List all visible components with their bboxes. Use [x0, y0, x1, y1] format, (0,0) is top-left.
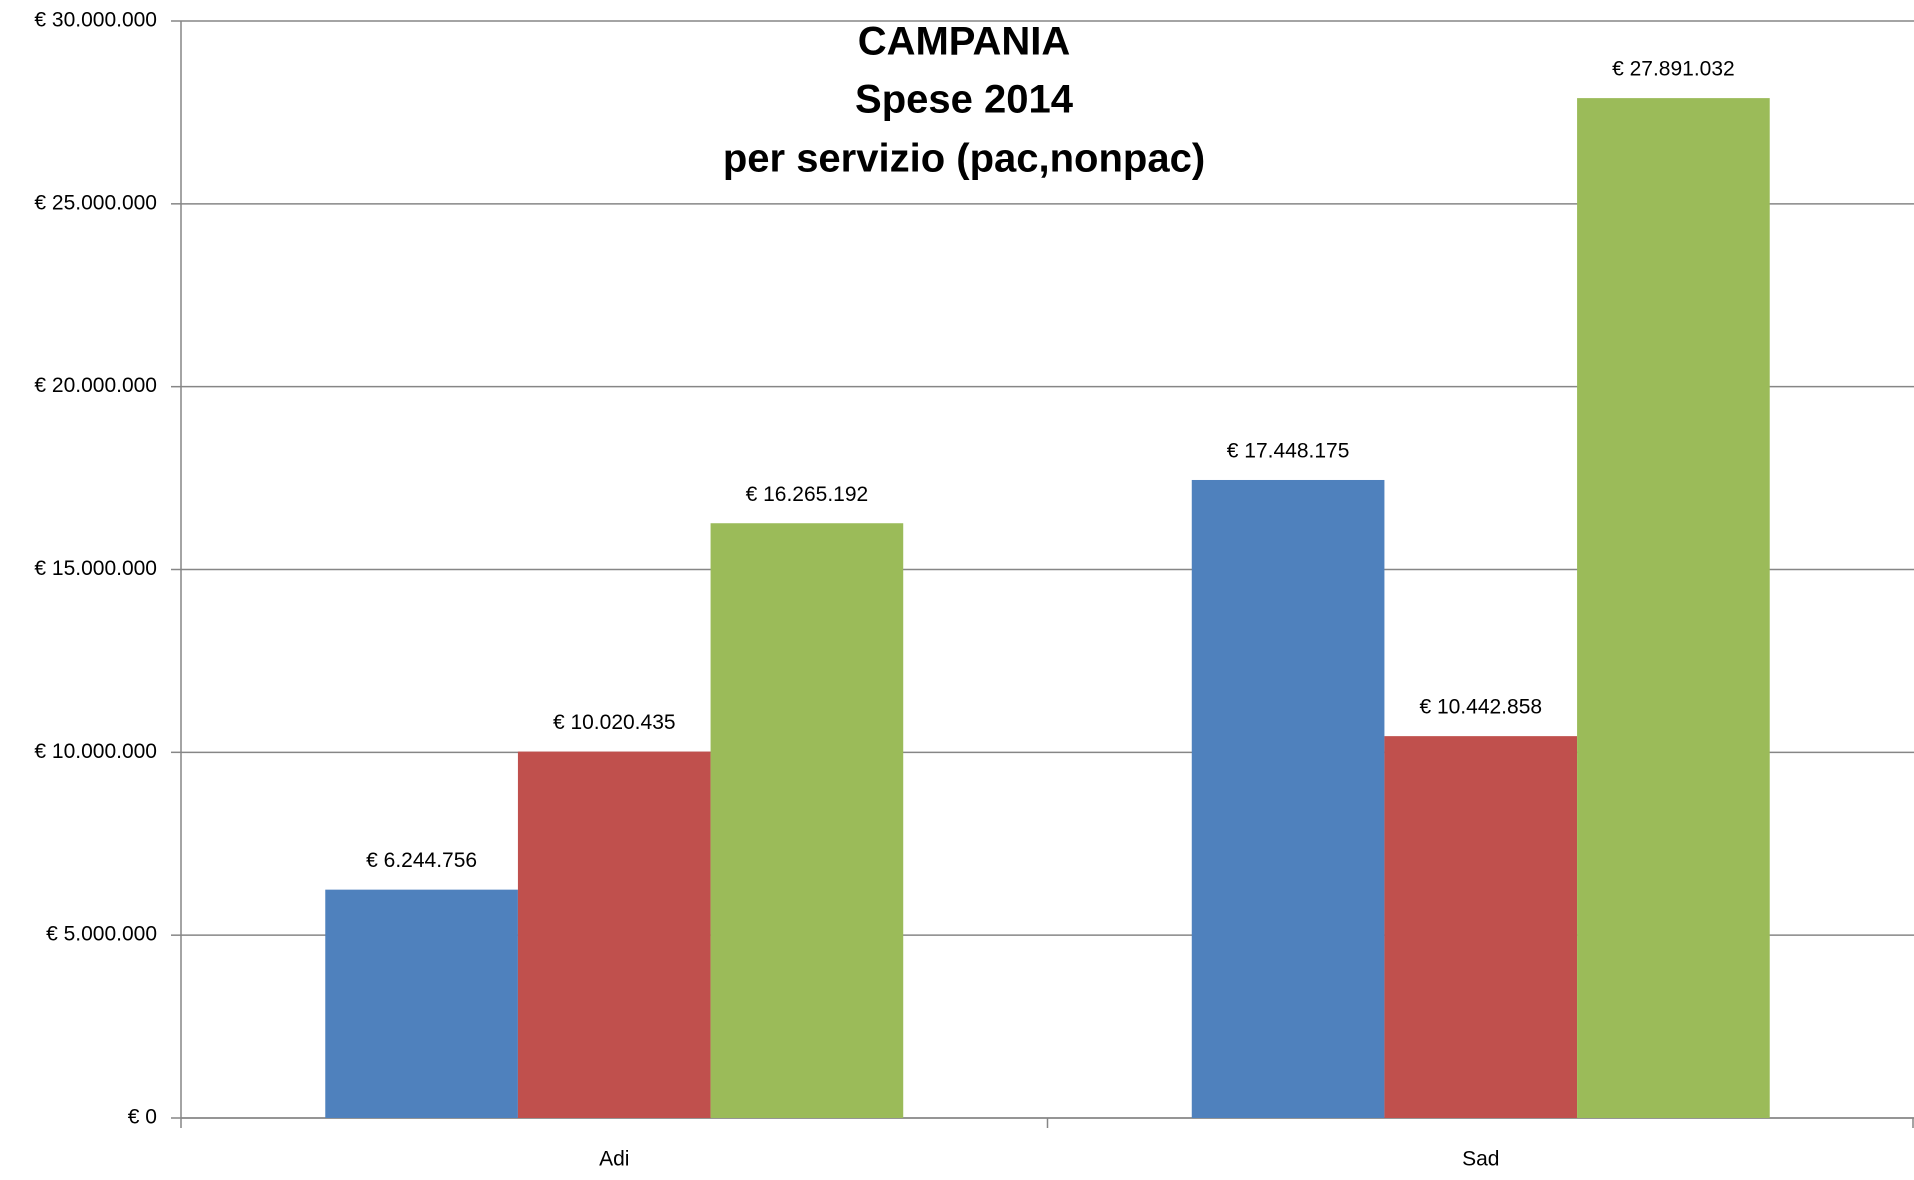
bar [1384, 736, 1578, 1118]
y-tick-label: € 20.000.000 [34, 374, 157, 397]
y-tick-label: € 5.000.000 [46, 923, 157, 946]
y-tick-label: € 10.000.000 [34, 740, 157, 763]
bar [325, 889, 518, 1118]
value-label: € 10.020.435 [553, 711, 676, 734]
value-label: € 17.448.175 [1227, 440, 1350, 463]
y-tick-label: € 25.000.000 [34, 191, 157, 214]
value-label: € 10.442.858 [1419, 696, 1542, 719]
value-label: € 6.244.756 [366, 849, 477, 872]
value-label: € 27.891.032 [1612, 58, 1735, 81]
bar [517, 751, 711, 1118]
chart-title: per servizio (pac,nonpac) [723, 137, 1205, 181]
bar [1191, 479, 1385, 1118]
y-tick-label: € 30.000.000 [34, 9, 157, 32]
chart-title: CAMPANIA [858, 20, 1071, 64]
y-tick-label: € 15.000.000 [34, 557, 157, 580]
bar [710, 523, 904, 1118]
bar [1577, 98, 1770, 1119]
x-tick-label: Sad [1462, 1148, 1499, 1171]
value-label: € 16.265.192 [746, 483, 869, 506]
chart-title: Spese 2014 [855, 78, 1074, 122]
y-tick-label: € 0 [128, 1106, 157, 1129]
x-tick-label: Adi [599, 1148, 629, 1171]
